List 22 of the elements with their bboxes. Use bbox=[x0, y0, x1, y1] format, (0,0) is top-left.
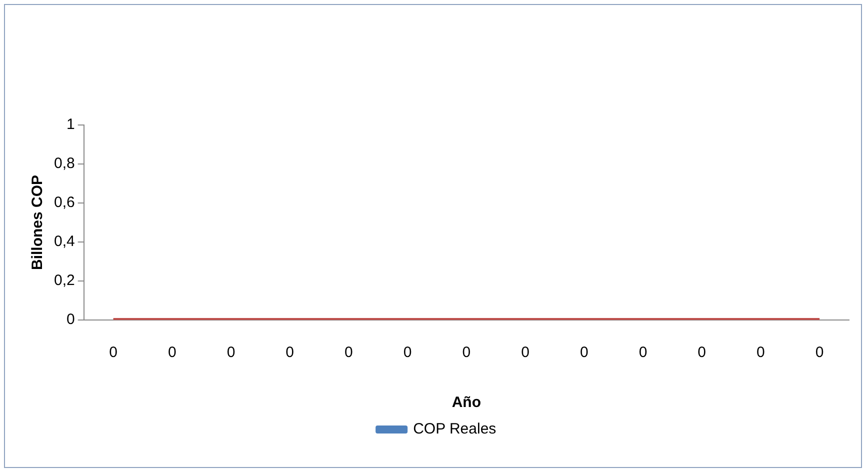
y-tick-label: 1 bbox=[66, 116, 75, 134]
x-tick-label: 0 bbox=[403, 344, 412, 362]
x-tick-label: 0 bbox=[226, 344, 236, 362]
y-tick-label: 0 bbox=[66, 311, 75, 328]
x-tick-label: 0 bbox=[638, 344, 648, 362]
x-axis-title: Año bbox=[452, 394, 482, 412]
y-tick-label: 0,4 bbox=[54, 233, 75, 250]
x-tick-label: 0 bbox=[580, 344, 588, 362]
x-tick-label: 0 bbox=[815, 344, 824, 362]
legend-label: COP Reales bbox=[413, 420, 496, 438]
y-tick-label: 0,2 bbox=[54, 272, 75, 290]
x-tick-label: 0 bbox=[462, 344, 471, 362]
y-tick-label: 0,8 bbox=[54, 155, 75, 172]
y-tick-label: 0,6 bbox=[54, 194, 75, 212]
x-tick-label: 0 bbox=[286, 344, 294, 362]
x-tick-label: 0 bbox=[109, 344, 118, 362]
x-tick-label: 0 bbox=[168, 344, 176, 362]
x-tick-label: 0 bbox=[698, 344, 706, 362]
y-axis-title: Billones COP bbox=[29, 174, 46, 270]
x-tick-label: 0 bbox=[344, 344, 353, 362]
x-tick-label: 0 bbox=[521, 344, 530, 362]
x-tick-label: 0 bbox=[756, 344, 765, 362]
